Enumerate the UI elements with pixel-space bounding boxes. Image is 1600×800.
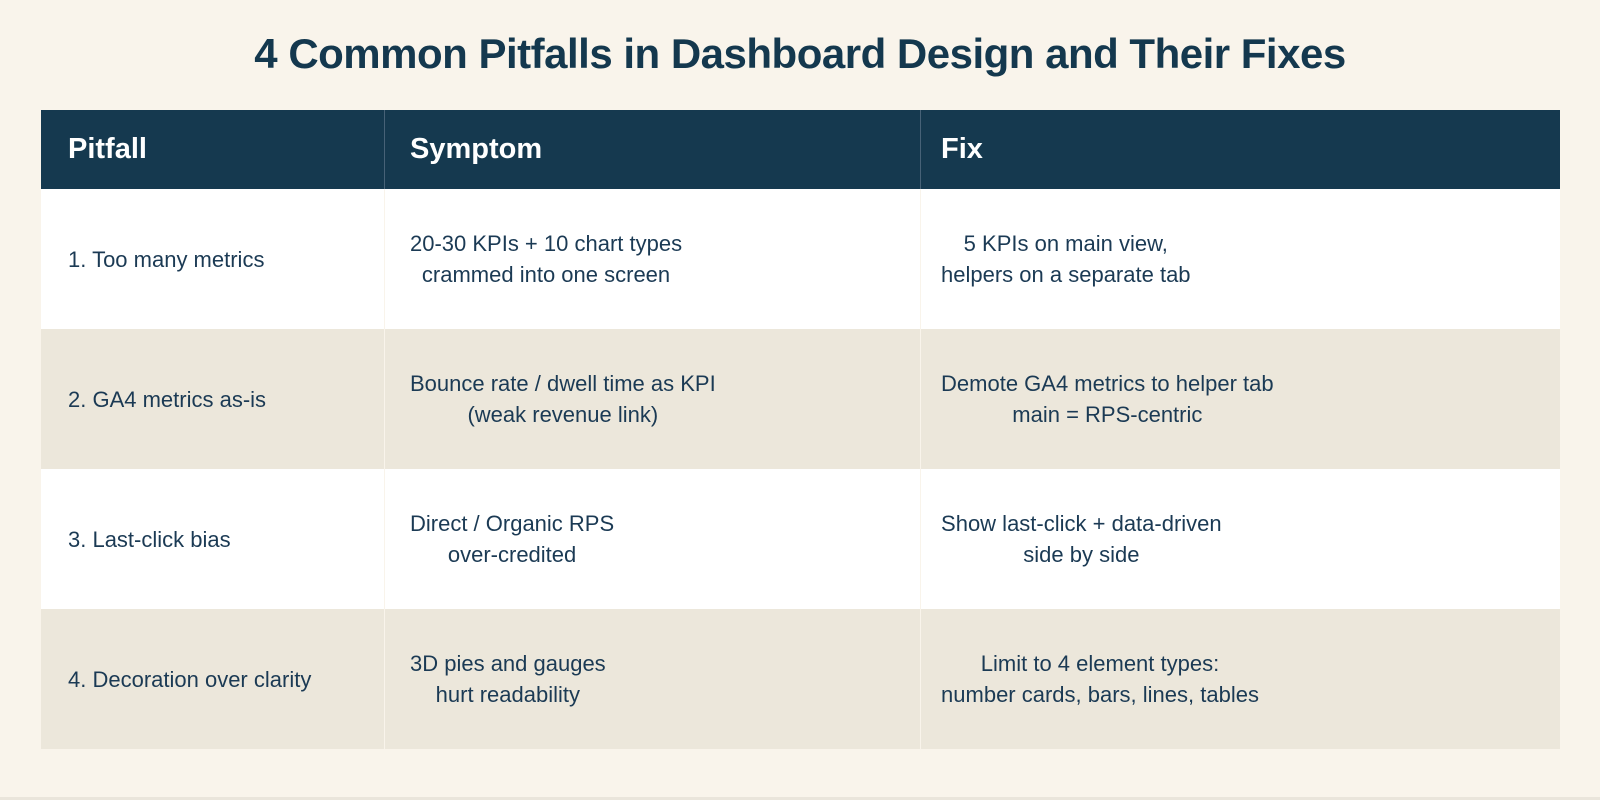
pitfall-text: 2. GA4 metrics as-is xyxy=(68,386,267,412)
cell-pitfall: 3. Last-click bias xyxy=(41,469,384,609)
symptom-text: Bounce rate / dwell time as KPI (weak re… xyxy=(409,371,716,427)
cell-symptom: 3D pies and gauges hurt readability xyxy=(383,609,920,749)
table-row: 2. GA4 metrics as-is Bounce rate / dwell… xyxy=(41,329,1560,469)
fix-text: 5 KPIs on main view, helpers on a separa… xyxy=(941,231,1191,287)
pitfall-text: 3. Last-click bias xyxy=(68,526,231,552)
header-cell-pitfall: Pitfall xyxy=(68,133,147,165)
pitfalls-table: Pitfall Symptom Fix 1. Too many metrics … xyxy=(41,110,1560,749)
fix-text: Show last-click + data-driven side by si… xyxy=(941,511,1222,567)
cell-fix: Demote GA4 metrics to helper tab main = … xyxy=(920,329,1560,469)
symptom-text: 3D pies and gauges hurt readability xyxy=(409,651,606,707)
fix-text: Limit to 4 element types: number cards, … xyxy=(941,651,1259,707)
cell-fix: Show last-click + data-driven side by si… xyxy=(920,469,1560,609)
cell-pitfall: 4. Decoration over clarity xyxy=(41,609,384,749)
pitfall-text: 4. Decoration over clarity xyxy=(68,666,312,692)
cell-fix: Limit to 4 element types: number cards, … xyxy=(920,609,1560,749)
symptom-text: Direct / Organic RPS over-credited xyxy=(409,511,615,567)
cell-pitfall: 2. GA4 metrics as-is xyxy=(41,329,384,469)
cell-symptom: Bounce rate / dwell time as KPI (weak re… xyxy=(383,329,920,469)
table-row: 1. Too many metrics 20-30 KPIs + 10 char… xyxy=(41,189,1560,329)
page-title: 4 Common Pitfalls in Dashboard Design an… xyxy=(254,30,1346,77)
cell-symptom: Direct / Organic RPS over-credited xyxy=(383,469,920,609)
table-header-row: Pitfall Symptom Fix xyxy=(41,110,1560,189)
pitfall-text: 1. Too many metrics xyxy=(68,246,265,272)
cell-pitfall: 1. Too many metrics xyxy=(41,189,384,329)
table-row: 3. Last-click bias Direct / Organic RPS … xyxy=(41,469,1560,609)
header-cell-fix: Fix xyxy=(920,110,1560,189)
bottom-edge-line xyxy=(0,797,1600,800)
header-cell-symptom: Symptom xyxy=(383,110,920,189)
table-row: 4. Decoration over clarity 3D pies and g… xyxy=(41,609,1560,749)
cell-fix: 5 KPIs on main view, helpers on a separa… xyxy=(920,189,1560,329)
fix-text: Demote GA4 metrics to helper tab main = … xyxy=(941,371,1274,427)
cell-symptom: 20-30 KPIs + 10 chart types crammed into… xyxy=(383,189,920,329)
symptom-text: 20-30 KPIs + 10 chart types crammed into… xyxy=(409,231,683,287)
